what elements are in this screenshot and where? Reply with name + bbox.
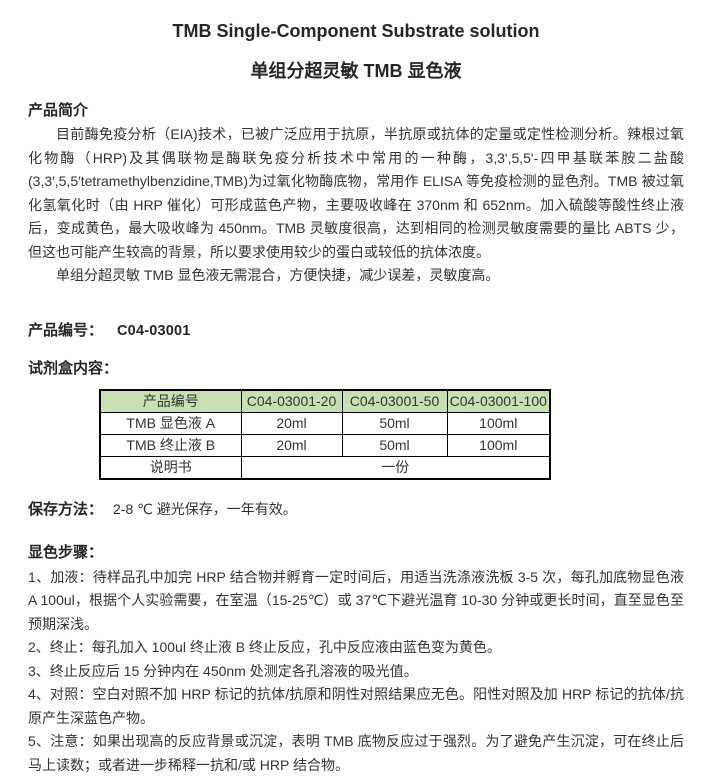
product-number-value: C04-03001 xyxy=(117,323,191,339)
section-heading-kit-contents: 试剂盒内容： xyxy=(28,360,684,378)
product-number-label: 产品编号： xyxy=(28,322,103,339)
document-page: TMB Single-Component Substrate solution … xyxy=(0,22,711,739)
section-heading-product-intro: 产品简介 xyxy=(28,102,684,120)
section-heading-steps: 显色步骤： xyxy=(28,544,684,562)
table-cell-value: 20ml xyxy=(241,412,342,434)
product-number-line: 产品编号： C04-03001 xyxy=(28,321,684,340)
storage-label: 保存方法： xyxy=(28,501,103,518)
table-cell-value: 50ml xyxy=(342,434,447,456)
table-row-stop-solution-b: TMB 终止液 B 20ml 50ml 100ml xyxy=(100,434,550,456)
step-item-2: 2、终止：每孔加入 100ul 终止液 B 终止反应，孔中反应液由蓝色变为黄色。 xyxy=(28,636,684,660)
table-cell-value: 100ml xyxy=(447,434,550,456)
steps-list: 1、加液：待样品孔中加完 HRP 结合物并孵育一定时间后，用适当洗涤液洗板 3-… xyxy=(28,566,684,777)
kit-contents-table: 产品编号 C04-03001-20 C04-03001-50 C04-03001… xyxy=(99,389,551,480)
table-cell-name: TMB 显色液 A xyxy=(100,412,241,434)
table-header-row: 产品编号 C04-03001-20 C04-03001-50 C04-03001… xyxy=(100,390,550,413)
table-cell-name: 说明书 xyxy=(100,456,241,479)
intro-paragraph-2: 单组分超灵敏 TMB 显色液无需混合，方便快捷，减少误差，灵敏度高。 xyxy=(28,264,684,288)
document-title-chinese: 单组分超灵敏 TMB 显色液 xyxy=(28,61,684,81)
table-row-manual: 说明书 一份 xyxy=(100,456,550,479)
table-cell-name: TMB 终止液 B xyxy=(100,434,241,456)
step-item-4: 4、对照：空白对照不加 HRP 标记的抗体/抗原和阴性对照结果应无色。阳性对照及… xyxy=(28,683,684,730)
intro-paragraph-1: 目前酶免疫分析（EIA)技术，已被广泛应用于抗原，半抗原或抗体的定量或定性检测分… xyxy=(28,123,684,264)
document-title-english: TMB Single-Component Substrate solution xyxy=(28,22,684,41)
step-item-5: 5、注意：如果出现高的反应背景或沉淀，表明 TMB 底物反应过于强烈。为了避免产… xyxy=(28,730,684,777)
table-cell-value: 100ml xyxy=(447,412,550,434)
step-item-1: 1、加液：待样品孔中加完 HRP 结合物并孵育一定时间后，用适当洗涤液洗板 3-… xyxy=(28,566,684,637)
storage-value: 2-8 ℃ 避光保存，一年有效。 xyxy=(113,501,297,517)
step-item-3: 3、终止反应后 15 分钟内在 450nm 处测定各孔溶液的吸光值。 xyxy=(28,660,684,684)
table-header-sku-100: C04-03001-100 xyxy=(447,390,550,413)
table-row-substrate-a: TMB 显色液 A 20ml 50ml 100ml xyxy=(100,412,550,434)
table-header-sku-20: C04-03001-20 xyxy=(241,390,342,413)
table-header-sku-50: C04-03001-50 xyxy=(342,390,447,413)
table-header-product-number: 产品编号 xyxy=(100,390,241,413)
table-cell-merged-value: 一份 xyxy=(241,456,550,479)
table-cell-value: 50ml xyxy=(342,412,447,434)
storage-line: 保存方法： 2-8 ℃ 避光保存，一年有效。 xyxy=(28,500,684,519)
table-cell-value: 20ml xyxy=(241,434,342,456)
